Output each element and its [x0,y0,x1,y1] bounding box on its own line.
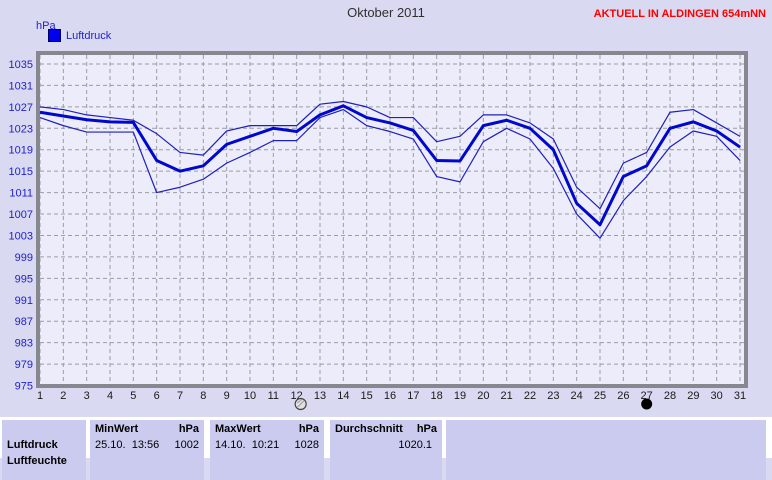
moon-phase-markers [294,397,653,411]
x-tick-label: 23 [547,390,559,402]
x-tick-label: 31 [734,390,746,402]
minwert-datetime: 25.10. 13:56 [95,439,160,451]
x-tick-label: 17 [407,390,419,402]
legend-color-swatch-icon [48,29,61,42]
x-tick-label: 6 [154,390,160,402]
minwert-unit: hPa [178,423,199,435]
y-tick-label: 995 [15,273,33,285]
durchschnitt-unit: hPa [416,423,437,435]
maxwert-datetime: 14.10. 10:21 [215,439,280,451]
x-tick-label: 4 [107,390,113,402]
x-tick-label: 30 [711,390,723,402]
minwert-cell: MinWert hPa 25.10. 13:56 1002 [90,420,204,480]
x-tick-label: 20 [477,390,489,402]
plot-area [38,53,746,386]
x-tick-label: 27 [641,390,653,402]
series-mean [39,104,741,227]
x-tick-label: 22 [524,390,536,402]
y-tick-label: 1007 [9,209,33,221]
x-tick-label: 13 [314,390,326,402]
y-tick-label: 1031 [9,80,33,92]
x-tick-label: 9 [224,390,230,402]
y-tick-label: 999 [15,252,33,264]
y-tick-label: 975 [15,381,33,393]
chart-legend: Luftdruck [48,29,111,42]
maxwert-unit: hPa [298,423,319,435]
stats-table: Luftdruck Luftfeuchte MinWert hPa 25.10.… [0,417,772,480]
x-tick-label: 16 [384,390,396,402]
x-tick-label: 29 [687,390,699,402]
y-tick-label: 987 [15,316,33,328]
y-tick-label: 1003 [9,230,33,242]
x-tick-label: 8 [200,390,206,402]
x-tick-label: 18 [431,390,443,402]
full-moon-hatch [296,399,302,404]
empty-cell [446,420,766,480]
x-tick-label: 24 [571,390,583,402]
x-tick-label: 2 [60,390,66,402]
x-tick-label: 11 [268,390,279,402]
minwert-value: 1002 [174,439,199,451]
pressure-line-chart: 1035103110271023101910151011100710039999… [9,51,748,411]
y-tick-label: 991 [15,295,33,307]
durchschnitt-cell: Durchschnitt hPa 1020.1 [330,420,442,480]
x-tick-label: 19 [454,390,466,402]
x-tick-label: 7 [177,390,183,402]
x-tick-label: 26 [617,390,629,402]
y-tick-label: 1011 [9,188,33,200]
x-gridlines-and-labels: 1 2 3 4 5 6 7 8 9 10 11 12 13 14 15 16 17 18 19 20 21 22 23 24 2… [37,55,746,402]
y-tick-label: 1027 [9,102,33,114]
x-tick-label: 5 [130,390,136,402]
y-tick-label: 1023 [9,123,33,135]
y-tick-label: 1019 [9,145,33,157]
table-next-row-label-partial: Luftfeuchte [7,455,67,467]
x-tick-label: 15 [361,390,373,402]
minwert-label: MinWert [95,423,139,435]
plot-frame [36,51,748,388]
full-moon-hatch [297,400,305,408]
station-banner: AKTUELL IN ALDINGEN 654mNN [593,8,766,20]
x-tick-label: 21 [501,390,513,402]
x-tick-label: 28 [664,390,676,402]
table-row-label: Luftdruck [7,439,58,451]
weather-pressure-page: { "title": "Oktober 2011", "station_bann… [0,5,772,480]
y-tick-label: 979 [15,359,33,371]
y-tick-label: 1035 [9,59,33,71]
x-tick-label: 10 [244,390,256,402]
legend-label: Luftdruck [66,29,112,42]
maxwert-value: 1028 [294,439,319,451]
page-title: Oktober 2011 [347,5,425,20]
stats-row-label-cell: Luftdruck Luftfeuchte [2,420,86,480]
x-tick-label: 1 [37,390,43,402]
y-tick-label: 983 [15,338,33,350]
pressure-series [39,100,741,239]
x-tick-label: 25 [594,390,606,402]
x-tick-label: 14 [337,390,349,402]
y-tick-label: 1015 [9,166,33,178]
durchschnitt-value: 1020.1 [398,439,432,451]
maxwert-label: MaxWert [215,423,261,435]
series-thin [39,100,741,210]
durchschnitt-label: Durchschnitt [335,423,403,435]
series-thin [39,108,741,239]
x-tick-label: 3 [84,390,90,402]
maxwert-cell: MaxWert hPa 14.10. 10:21 1028 [210,420,324,480]
new-moon-icon [641,398,653,410]
